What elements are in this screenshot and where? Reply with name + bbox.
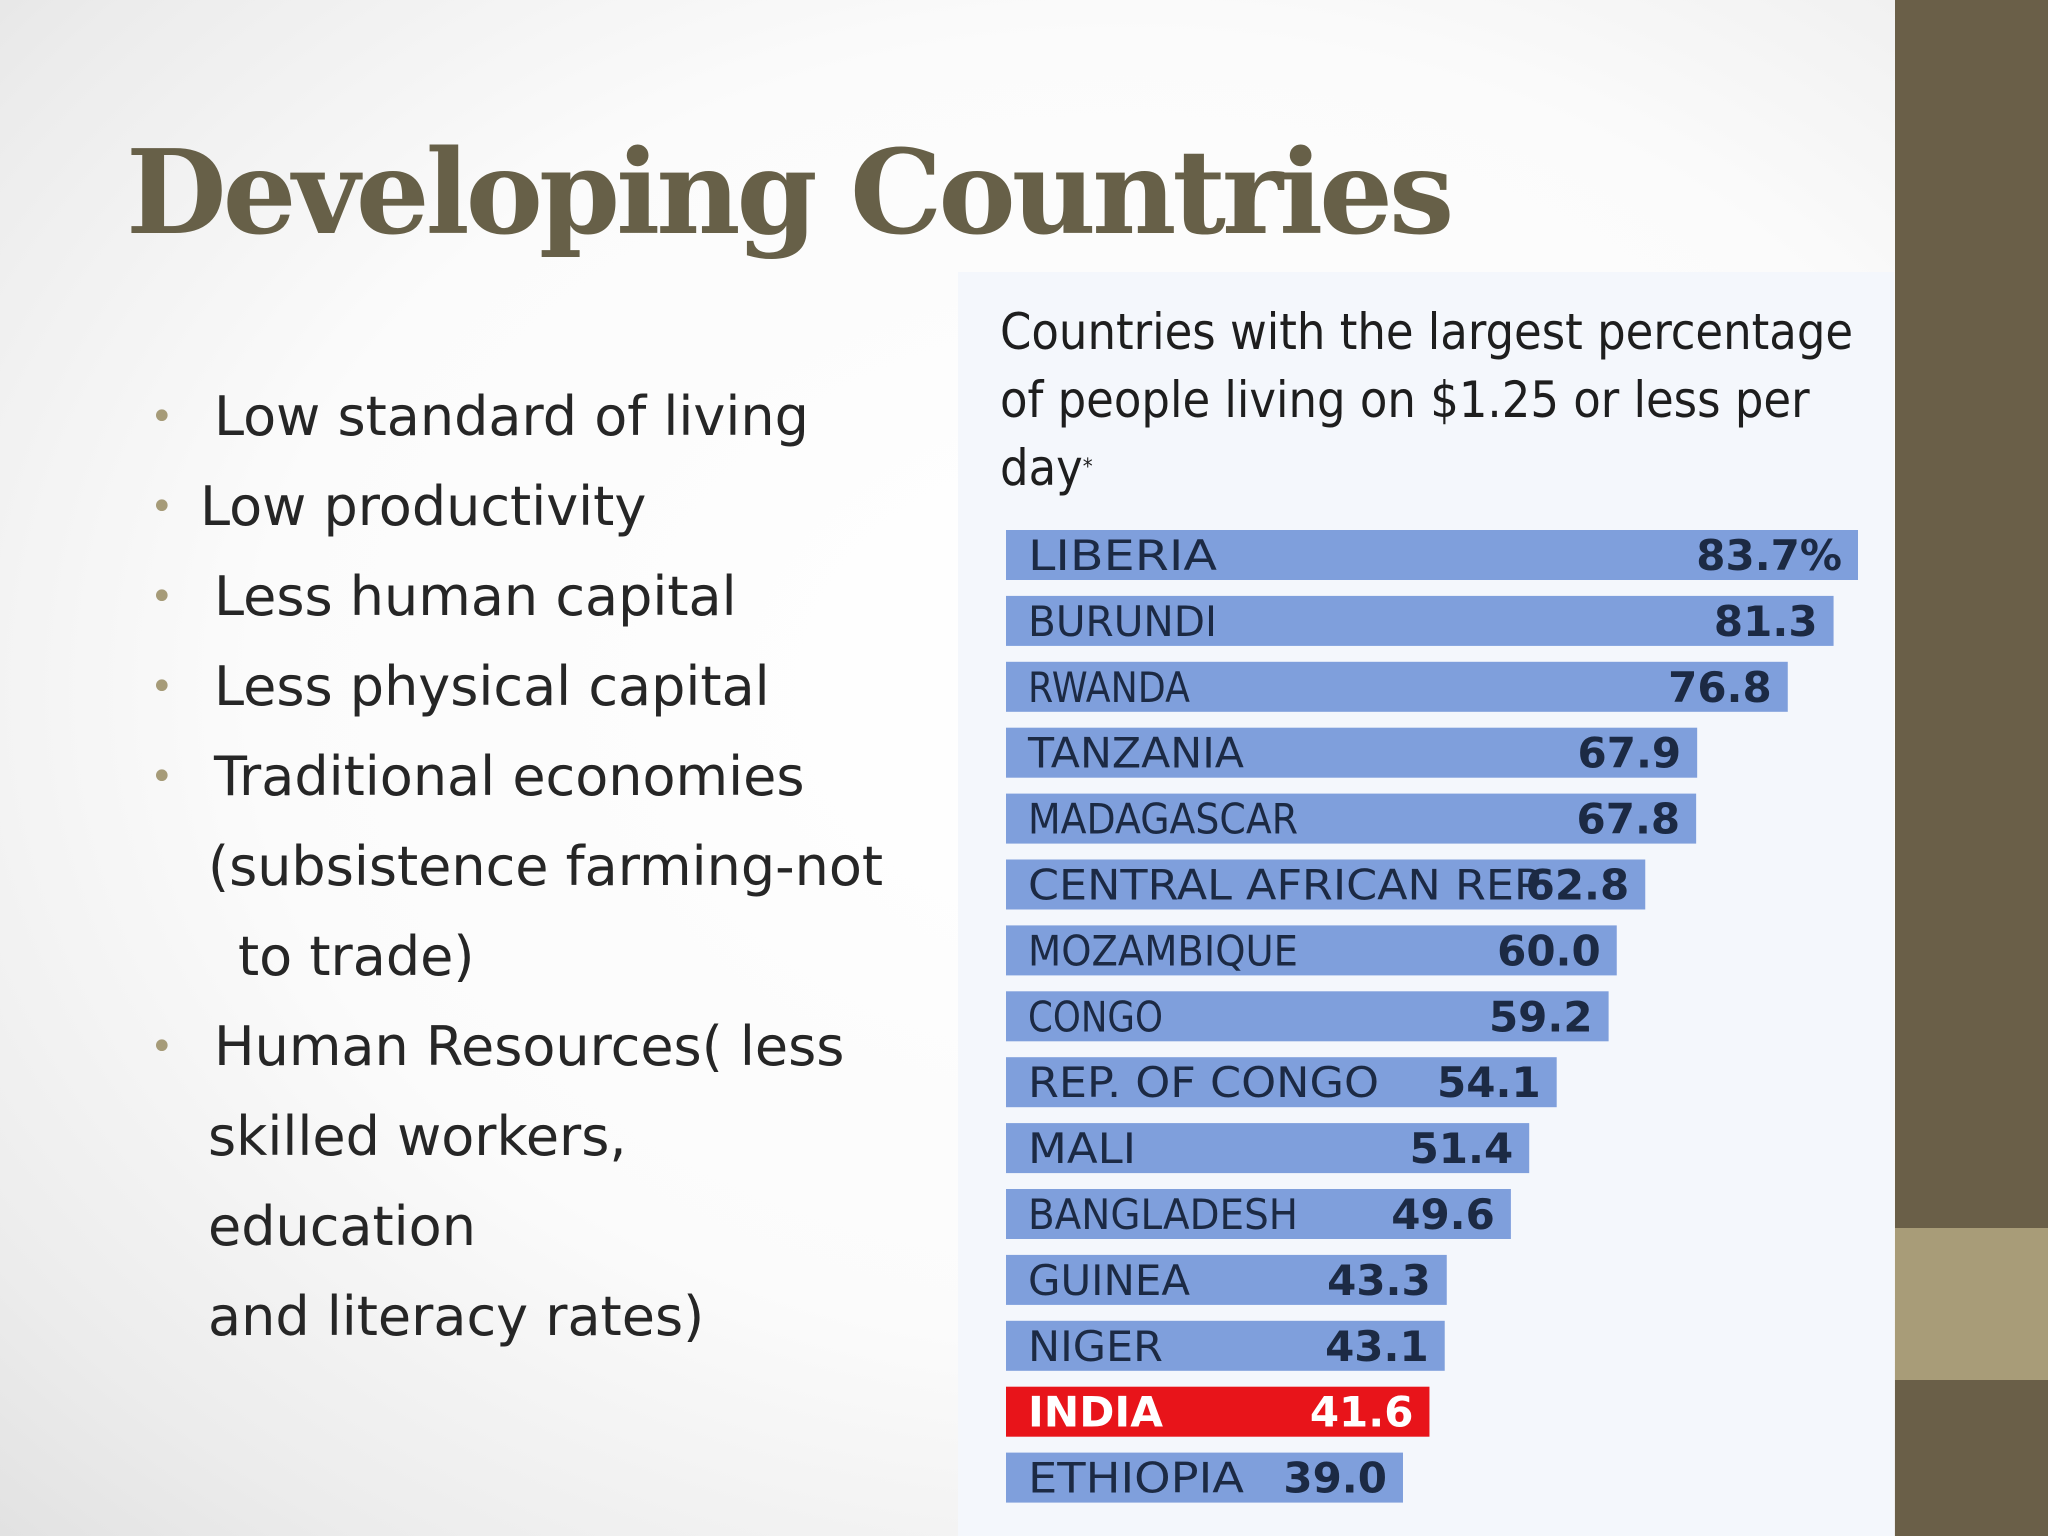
bar-central-african-rep xyxy=(1006,859,1646,910)
bar-category-label: NIGER xyxy=(1028,1322,1163,1371)
bullet-item: • Human Resources( less skilled workers, e… xyxy=(150,1002,910,1362)
bar-ethiopia xyxy=(1006,1452,1403,1503)
bar-value-label: 39.0 xyxy=(1283,1454,1387,1503)
bullet-text: Traditional economies xyxy=(214,745,805,808)
bar-value-label: 67.9 xyxy=(1578,729,1682,778)
bar-guinea xyxy=(1006,1254,1447,1305)
slide-title: Developing Countries xyxy=(126,125,1454,261)
bar-value-label: 51.4 xyxy=(1410,1124,1514,1173)
bullet-text: Less human capital xyxy=(214,565,737,628)
bar-category-label: INDIA xyxy=(1028,1388,1163,1437)
bullet-marker-icon: • xyxy=(150,394,174,440)
bar-value-label: 67.8 xyxy=(1577,795,1681,844)
bullet-text: Low productivity xyxy=(200,475,647,538)
sidebar-band-dark-bottom xyxy=(1895,1380,2048,1536)
bar-india xyxy=(1006,1386,1430,1437)
bar-category-label: MADAGASCAR xyxy=(1028,795,1298,844)
bar-rwanda xyxy=(1006,661,1788,712)
bar-value-label: 43.3 xyxy=(1327,1256,1431,1305)
bullet-item: • Low standard of living xyxy=(150,372,910,462)
chart-panel: Countries with the largest percentage of… xyxy=(958,272,1894,1536)
bar-value-label: 41.6 xyxy=(1310,1388,1414,1437)
bar-tanzania xyxy=(1006,727,1698,778)
bar-value-label: 81.3 xyxy=(1714,597,1818,646)
bar-value-label: 54.1 xyxy=(1437,1058,1541,1107)
bullet-text: Low standard of living xyxy=(214,385,809,448)
bar-category-label: CENTRAL AFRICAN REP. xyxy=(1028,861,1548,910)
bar-liberia xyxy=(1006,530,1858,580)
bullet-marker-icon: • xyxy=(150,1024,174,1070)
bar-value-label: 49.6 xyxy=(1391,1190,1495,1239)
bar-value-label: 43.1 xyxy=(1325,1322,1429,1371)
bullet-item: • Less human capital xyxy=(150,552,910,642)
bullet-text-continued: and literacy rates) xyxy=(208,1285,705,1348)
bullet-text: Less physical capital xyxy=(214,655,770,718)
bar-congo xyxy=(1006,991,1609,1042)
bar-category-label: TANZANIA xyxy=(1027,729,1244,778)
bar-category-label: MOZAMBIQUE xyxy=(1028,926,1298,975)
bar-value-label: 60.0 xyxy=(1497,926,1601,975)
bar-mali xyxy=(1006,1123,1530,1174)
sidebar-band-dark-top xyxy=(1895,0,2048,1228)
bullet-item: • Low productivity xyxy=(150,462,910,552)
bar-category-label: LIBERIA xyxy=(1028,531,1217,580)
bullet-list: • Low standard of living • Low productivity… xyxy=(150,372,910,1362)
chart-title-text: Countries with the largest percentage of… xyxy=(1000,303,1854,497)
bullet-text: Human Resources( less xyxy=(214,1015,845,1078)
bar-rep-of-congo xyxy=(1006,1057,1557,1108)
bar-chart: LIBERIA 83.7% BURUNDI 81.3 RWANDA 76.8 TANZANI… xyxy=(1006,530,1858,1503)
bar-category-label: REP. OF CONGO xyxy=(1028,1058,1379,1107)
bullet-item: • Traditional economies (subsistence farmi… xyxy=(150,732,910,1002)
bar-niger xyxy=(1006,1320,1445,1371)
bar-category-label: RWANDA xyxy=(1028,663,1190,712)
bar-value-label: 76.8 xyxy=(1668,663,1772,712)
sidebar-band-light xyxy=(1895,1228,2048,1380)
bar-madagascar xyxy=(1006,793,1697,844)
bullet-text-continued: skilled workers, education xyxy=(208,1105,627,1258)
bar-category-label: GUINEA xyxy=(1028,1256,1190,1305)
bar-category-label: MALI xyxy=(1028,1124,1136,1173)
bar-bangladesh xyxy=(1006,1189,1511,1239)
bar-value-label: 83.7% xyxy=(1696,531,1842,580)
bar-category-label: CONGO xyxy=(1028,992,1163,1041)
bar-burundi xyxy=(1006,595,1834,646)
chart-title-footnote-mark: * xyxy=(1082,455,1093,480)
bar-category-label: BANGLADESH xyxy=(1028,1190,1298,1239)
chart-title: Countries with the largest percentage of… xyxy=(1000,298,1860,502)
bar-mozambique xyxy=(1006,925,1617,976)
bar-value-label: 59.2 xyxy=(1489,992,1593,1041)
bullet-marker-icon: • xyxy=(150,754,174,800)
bullet-marker-icon: • xyxy=(150,484,174,530)
bar-category-label: BURUNDI xyxy=(1028,597,1217,646)
bullet-text-continued: (subsistence farming-not xyxy=(208,835,884,898)
bullet-item: • Less physical capital xyxy=(150,642,910,732)
bullet-text-continued: to trade) xyxy=(238,925,475,988)
bullet-marker-icon: • xyxy=(150,574,174,620)
bar-category-label: ETHIOPIA xyxy=(1028,1454,1244,1503)
bullet-marker-icon: • xyxy=(150,664,174,710)
bar-value-label: 62.8 xyxy=(1526,861,1630,910)
